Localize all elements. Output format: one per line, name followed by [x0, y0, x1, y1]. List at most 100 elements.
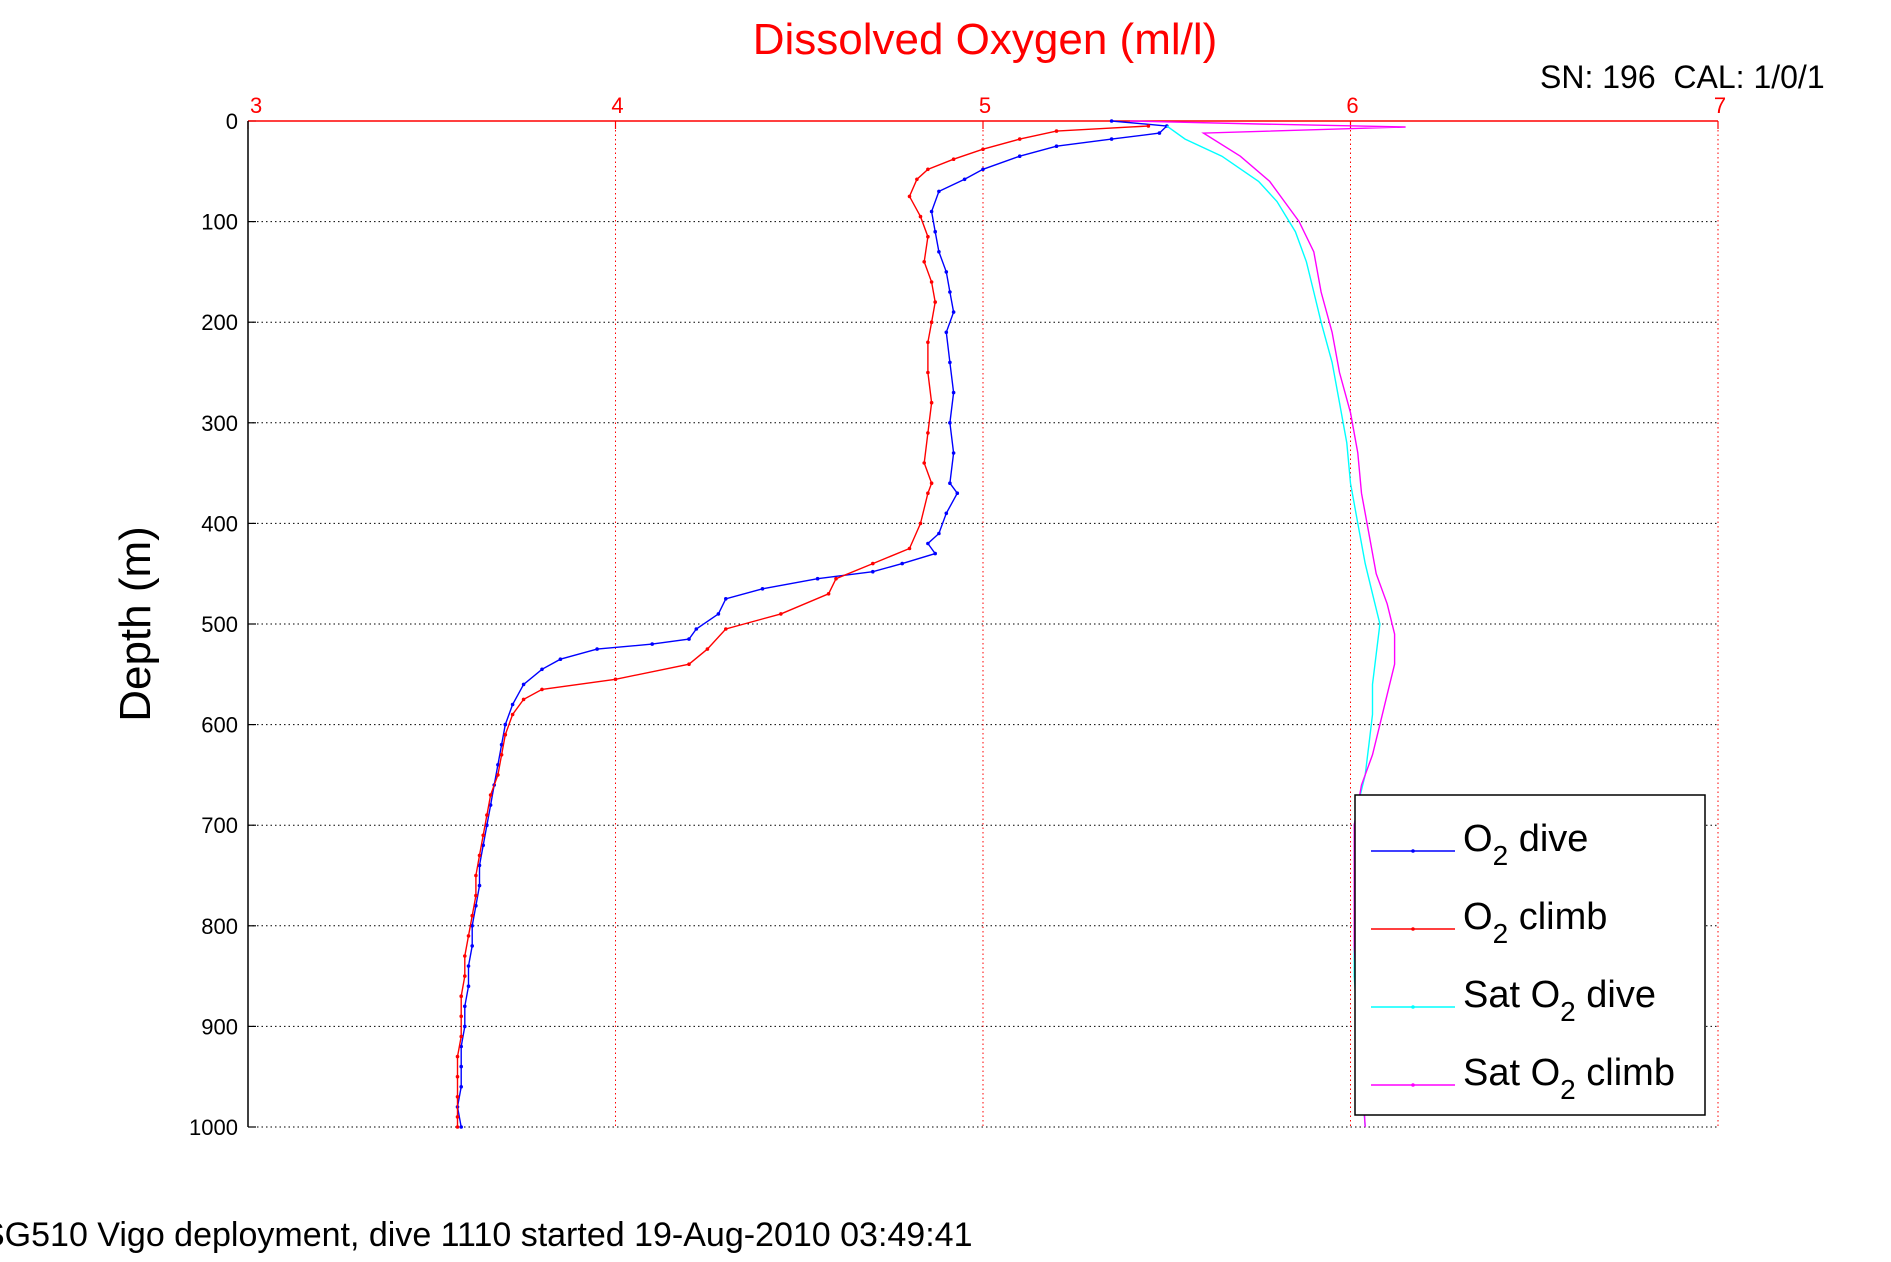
y-tick-label: 200 [201, 310, 238, 335]
data-point [463, 1024, 467, 1029]
chart-title: Dissolved Oxygen (ml/l) [753, 15, 1218, 64]
legend-swatch-marker [1411, 849, 1415, 853]
legend-main-text: O [1463, 818, 1493, 860]
data-point [922, 461, 926, 465]
data-point [595, 647, 599, 651]
data-point [459, 994, 464, 998]
legend-main-text: Sat O [1463, 974, 1560, 1016]
data-point [481, 843, 486, 848]
data-point [915, 177, 919, 182]
data-point [488, 803, 493, 807]
data-point [1109, 119, 1114, 123]
data-point [477, 853, 482, 858]
data-point [926, 491, 930, 496]
data-point [951, 390, 956, 395]
data-point [521, 682, 526, 687]
data-point [834, 576, 838, 581]
legend-entry-0: O2 dive [1463, 818, 1588, 871]
data-point [687, 637, 691, 641]
y-tick-label: 400 [201, 511, 238, 536]
data-point [951, 451, 956, 455]
data-point [455, 1074, 460, 1079]
data-point [716, 612, 721, 616]
data-point [944, 330, 949, 335]
data-point [981, 167, 985, 172]
data-point [929, 280, 934, 284]
data-point [871, 561, 875, 566]
data-point [694, 627, 699, 631]
data-point [779, 612, 783, 616]
data-point [499, 742, 504, 747]
series-3 [1129, 120, 1406, 1128]
legend-swatch-marker [1411, 1083, 1415, 1087]
data-point [459, 1044, 464, 1049]
data-point [926, 234, 930, 239]
data-point [1157, 131, 1162, 135]
data-point [558, 657, 563, 661]
data-point [481, 833, 486, 838]
data-point [907, 194, 912, 199]
data-point [463, 974, 467, 978]
series-line [456, 125, 1149, 1127]
data-point [951, 157, 956, 161]
data-point [1109, 137, 1114, 141]
data-point [724, 627, 728, 631]
data-point [477, 863, 482, 868]
data-point [650, 642, 654, 646]
data-point [871, 569, 875, 574]
data-point [496, 763, 500, 767]
data-point [900, 561, 904, 566]
legend-rest-text: dive [1508, 818, 1588, 860]
data-point [1054, 144, 1059, 148]
legend-subscript: 2 [1560, 1074, 1576, 1105]
data-point [1017, 137, 1022, 141]
data-point [929, 400, 934, 405]
series-1 [455, 124, 1151, 1129]
legend-box [1354, 794, 1706, 1116]
x-tick-label: 5 [979, 93, 991, 118]
y-tick-label: 300 [201, 411, 238, 436]
y-tick-label: 500 [201, 612, 238, 637]
data-point [459, 1014, 464, 1019]
legend-rest-text: dive [1576, 974, 1656, 1016]
y-tick-label: 700 [201, 813, 238, 838]
data-point [485, 823, 489, 827]
data-point [613, 677, 618, 682]
data-point [510, 712, 515, 717]
data-point [459, 1085, 464, 1089]
data-point [948, 421, 952, 425]
legend-entry-3: Sat O2 climb [1463, 1052, 1675, 1105]
serial-calibration-label: SN: 196 CAL: 1/0/1 [1540, 59, 1825, 95]
data-point [455, 1054, 460, 1059]
data-point [499, 753, 504, 757]
data-point [1054, 129, 1059, 133]
data-point [826, 592, 831, 596]
data-point [470, 913, 475, 918]
legend-entry-1: O2 climb [1463, 896, 1607, 949]
data-point [933, 229, 937, 234]
data-point [687, 662, 691, 666]
data-point [463, 1004, 467, 1009]
legend-swatch-marker [1411, 927, 1415, 931]
x-tick-label: 3 [250, 93, 262, 118]
data-point [459, 1125, 464, 1129]
data-point [474, 893, 478, 898]
data-point [933, 551, 937, 556]
data-point [510, 702, 515, 707]
data-point [937, 531, 941, 536]
data-point [951, 310, 956, 314]
series-2 [1166, 125, 1381, 1128]
data-point [926, 340, 930, 345]
data-point [918, 214, 923, 219]
data-point [521, 697, 526, 702]
data-point [926, 370, 930, 375]
data-point [948, 290, 952, 294]
x-tick-label: 4 [611, 93, 623, 118]
legend-rest-text: climb [1576, 1052, 1675, 1094]
data-point [926, 541, 930, 546]
y-tick-label: 0 [226, 109, 238, 134]
y-tick-label: 1000 [189, 1115, 238, 1140]
data-point [540, 687, 544, 692]
data-point [455, 1115, 460, 1119]
y-axis-label: Depth (m) [111, 526, 160, 722]
